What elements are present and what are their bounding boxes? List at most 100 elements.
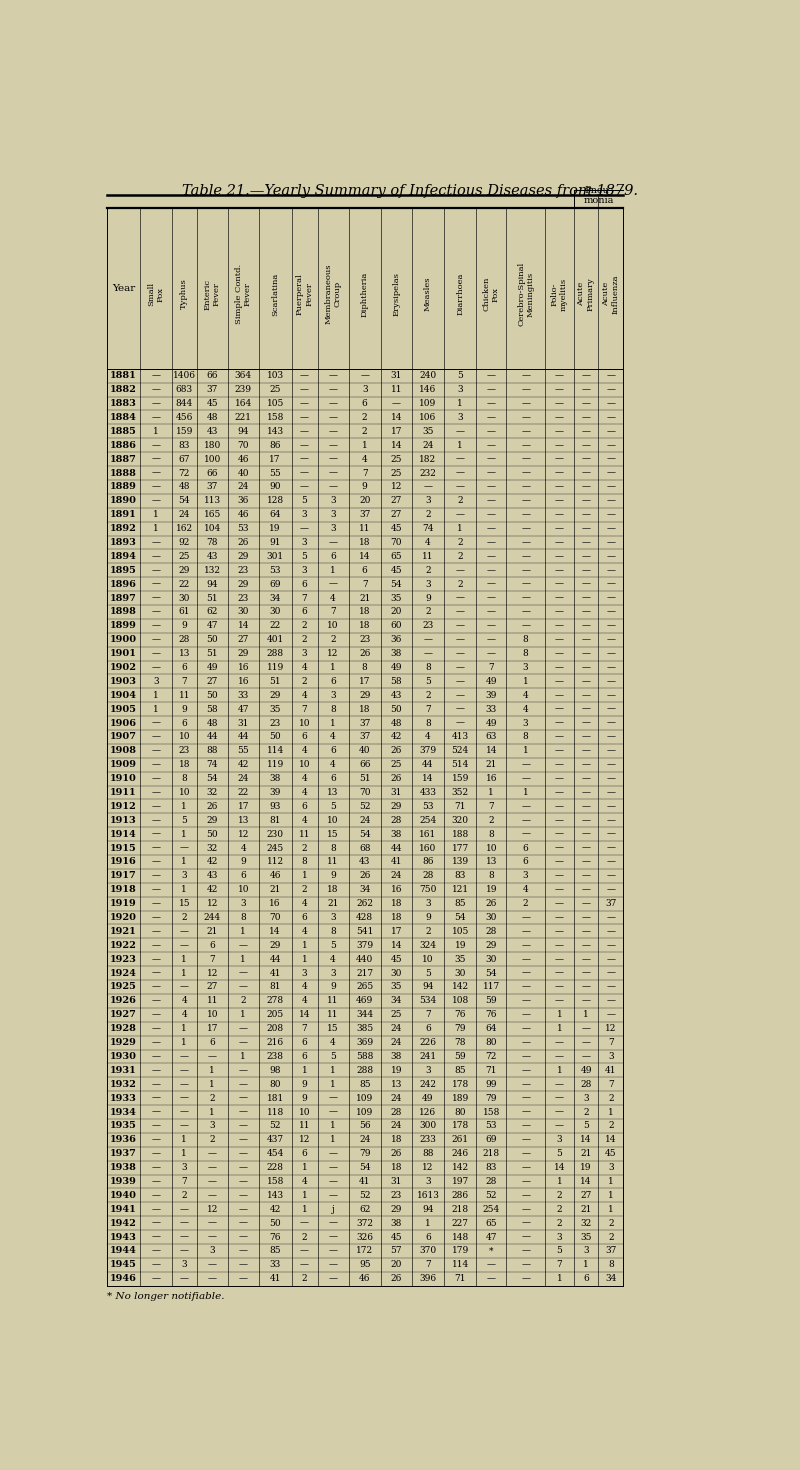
Text: 7: 7 — [182, 676, 187, 686]
Text: —: — — [238, 1163, 248, 1172]
Text: —: — — [521, 1274, 530, 1283]
Text: —: — — [238, 1135, 248, 1144]
Text: —: — — [582, 469, 590, 478]
Text: —: — — [238, 1107, 248, 1117]
Text: —: — — [151, 857, 160, 866]
Text: 59: 59 — [486, 997, 497, 1005]
Text: 148: 148 — [451, 1232, 469, 1242]
Text: 80: 80 — [486, 1038, 497, 1047]
Text: —: — — [582, 803, 590, 811]
Text: —: — — [555, 482, 564, 491]
Text: —: — — [238, 1219, 248, 1227]
Text: 28: 28 — [580, 1080, 592, 1089]
Text: 2: 2 — [458, 579, 463, 588]
Text: 14: 14 — [270, 928, 281, 936]
Text: 379: 379 — [356, 941, 374, 950]
Text: 2: 2 — [302, 1274, 307, 1283]
Text: —: — — [521, 775, 530, 784]
Text: —: — — [329, 413, 338, 422]
Text: 99: 99 — [486, 1080, 497, 1089]
Text: 42: 42 — [238, 760, 249, 769]
Text: 440: 440 — [356, 954, 374, 964]
Text: 28: 28 — [422, 872, 434, 881]
Text: —: — — [329, 1260, 338, 1269]
Text: 245: 245 — [266, 844, 284, 853]
Text: 428: 428 — [356, 913, 374, 922]
Text: 6: 6 — [330, 676, 336, 686]
Text: 4: 4 — [522, 691, 529, 700]
Text: 128: 128 — [266, 497, 284, 506]
Text: —: — — [555, 913, 564, 922]
Text: j: j — [332, 1205, 334, 1214]
Text: 4: 4 — [302, 775, 307, 784]
Text: 4: 4 — [302, 816, 307, 825]
Text: 10: 10 — [299, 760, 310, 769]
Text: —: — — [238, 1191, 248, 1200]
Text: —: — — [180, 1053, 189, 1061]
Text: 17: 17 — [270, 454, 281, 463]
Text: 40: 40 — [359, 747, 370, 756]
Text: 85: 85 — [270, 1247, 281, 1255]
Text: —: — — [606, 650, 615, 659]
Text: 208: 208 — [266, 1025, 284, 1033]
Text: 1: 1 — [182, 954, 187, 964]
Text: —: — — [606, 982, 615, 991]
Text: 1: 1 — [522, 788, 529, 797]
Text: 4: 4 — [330, 760, 336, 769]
Text: —: — — [521, 1053, 530, 1061]
Text: —: — — [300, 1260, 309, 1269]
Text: 344: 344 — [356, 1010, 374, 1019]
Text: —: — — [486, 538, 496, 547]
Text: 1943: 1943 — [110, 1232, 137, 1242]
Text: 37: 37 — [605, 900, 617, 908]
Text: 38: 38 — [390, 650, 402, 659]
Text: —: — — [151, 719, 160, 728]
Text: 10: 10 — [327, 622, 339, 631]
Text: 30: 30 — [390, 969, 402, 978]
Text: 11: 11 — [359, 525, 370, 534]
Text: 1931: 1931 — [110, 1066, 137, 1075]
Text: 27: 27 — [390, 497, 402, 506]
Text: 396: 396 — [419, 1274, 437, 1283]
Text: 25: 25 — [390, 760, 402, 769]
Text: 1888: 1888 — [110, 469, 137, 478]
Text: 26: 26 — [238, 538, 249, 547]
Text: 21: 21 — [580, 1205, 592, 1214]
Text: 469: 469 — [356, 997, 374, 1005]
Text: —: — — [456, 635, 465, 644]
Text: 31: 31 — [390, 1177, 402, 1186]
Text: 19: 19 — [270, 525, 281, 534]
Text: 2: 2 — [608, 1094, 614, 1102]
Text: 119: 119 — [266, 663, 284, 672]
Text: 5: 5 — [425, 969, 431, 978]
Text: 71: 71 — [454, 803, 466, 811]
Text: Diphtheria: Diphtheria — [361, 272, 369, 316]
Text: 7: 7 — [557, 1260, 562, 1269]
Text: —: — — [151, 997, 160, 1005]
Text: 14: 14 — [238, 622, 249, 631]
Text: 44: 44 — [422, 760, 434, 769]
Text: 34: 34 — [605, 1274, 617, 1283]
Text: —: — — [238, 1274, 248, 1283]
Text: —: — — [555, 1094, 564, 1102]
Text: —: — — [151, 635, 160, 644]
Text: 49: 49 — [486, 676, 497, 686]
Text: 37: 37 — [359, 510, 370, 519]
Text: 2: 2 — [608, 1232, 614, 1242]
Text: 288: 288 — [356, 1066, 374, 1075]
Text: 1891: 1891 — [110, 510, 137, 519]
Text: —: — — [180, 1066, 189, 1075]
Text: 456: 456 — [176, 413, 193, 422]
Text: 1938: 1938 — [110, 1163, 137, 1172]
Text: 47: 47 — [206, 622, 218, 631]
Text: 24: 24 — [238, 482, 249, 491]
Text: 1896: 1896 — [110, 579, 137, 588]
Text: 1916: 1916 — [110, 857, 137, 866]
Text: 55: 55 — [270, 469, 281, 478]
Text: 588: 588 — [356, 1053, 374, 1061]
Text: —: — — [582, 900, 590, 908]
Text: 48: 48 — [206, 719, 218, 728]
Text: —: — — [151, 732, 160, 741]
Text: 28: 28 — [390, 816, 402, 825]
Text: 2: 2 — [557, 1219, 562, 1227]
